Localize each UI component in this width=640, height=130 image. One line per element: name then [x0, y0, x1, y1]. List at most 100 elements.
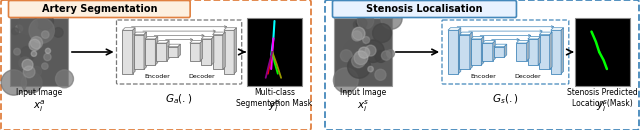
Polygon shape	[168, 44, 180, 47]
Circle shape	[30, 37, 43, 49]
Circle shape	[351, 54, 365, 68]
Bar	[528, 39, 538, 65]
Circle shape	[356, 18, 367, 29]
FancyBboxPatch shape	[8, 1, 190, 18]
Bar	[190, 43, 200, 61]
Circle shape	[352, 27, 365, 40]
Circle shape	[29, 39, 40, 51]
Polygon shape	[538, 36, 541, 65]
Circle shape	[333, 68, 358, 93]
Polygon shape	[460, 32, 472, 35]
FancyBboxPatch shape	[116, 20, 242, 84]
Polygon shape	[144, 32, 147, 69]
Bar	[483, 43, 493, 61]
Bar	[516, 43, 527, 61]
Text: Encoder: Encoder	[470, 74, 496, 79]
Polygon shape	[448, 28, 461, 30]
Text: $G_s(.)$: $G_s(.)$	[492, 92, 518, 106]
Polygon shape	[504, 44, 507, 57]
Bar	[494, 47, 504, 57]
Circle shape	[20, 46, 35, 61]
FancyBboxPatch shape	[1, 0, 311, 130]
Bar	[134, 35, 144, 69]
Polygon shape	[166, 41, 169, 61]
Polygon shape	[224, 28, 237, 30]
Circle shape	[372, 24, 392, 43]
FancyBboxPatch shape	[442, 20, 569, 84]
Polygon shape	[470, 32, 472, 69]
Circle shape	[35, 12, 53, 30]
Circle shape	[358, 47, 370, 58]
Circle shape	[353, 20, 362, 29]
Polygon shape	[156, 41, 169, 43]
Polygon shape	[234, 28, 237, 74]
Circle shape	[23, 66, 35, 78]
Circle shape	[1, 70, 26, 95]
Polygon shape	[223, 32, 225, 69]
Polygon shape	[528, 36, 541, 39]
Circle shape	[31, 51, 36, 56]
Polygon shape	[471, 36, 484, 39]
FancyBboxPatch shape	[333, 1, 516, 18]
Circle shape	[13, 48, 20, 55]
Polygon shape	[540, 32, 552, 35]
Polygon shape	[493, 41, 495, 61]
Text: $x_i^s$: $x_i^s$	[356, 99, 369, 114]
Bar	[201, 39, 211, 65]
Circle shape	[56, 70, 74, 88]
Bar	[448, 30, 458, 74]
Circle shape	[353, 27, 369, 44]
Polygon shape	[481, 36, 484, 65]
Text: $G_a(.)$: $G_a(.)$	[166, 92, 193, 106]
Circle shape	[340, 50, 352, 62]
Circle shape	[354, 51, 368, 65]
Bar	[10, 18, 68, 86]
Circle shape	[363, 37, 370, 43]
Polygon shape	[516, 41, 529, 43]
Bar	[551, 30, 561, 74]
Bar	[334, 18, 392, 86]
Polygon shape	[201, 36, 214, 39]
Circle shape	[44, 53, 51, 61]
Circle shape	[344, 39, 368, 64]
Text: Input Image: Input Image	[16, 88, 62, 97]
Text: Stenosis Predicted
Location (Mask): Stenosis Predicted Location (Mask)	[567, 88, 638, 108]
Bar	[212, 35, 223, 69]
Circle shape	[368, 66, 373, 72]
Circle shape	[42, 31, 49, 38]
Circle shape	[15, 25, 22, 32]
Circle shape	[54, 28, 63, 37]
Bar	[168, 47, 178, 57]
Bar	[122, 30, 132, 74]
Polygon shape	[145, 36, 158, 39]
Circle shape	[12, 28, 19, 35]
Circle shape	[21, 72, 42, 93]
Text: Stenosis Localisation: Stenosis Localisation	[366, 4, 483, 14]
Polygon shape	[483, 41, 495, 43]
Bar	[575, 18, 630, 86]
Text: $y_i^s$: $y_i^s$	[596, 99, 609, 114]
Polygon shape	[132, 28, 135, 74]
Polygon shape	[211, 36, 214, 65]
Circle shape	[31, 66, 42, 76]
Bar	[471, 39, 481, 65]
Circle shape	[29, 18, 54, 43]
Circle shape	[40, 22, 51, 33]
Polygon shape	[561, 28, 564, 74]
Circle shape	[22, 59, 33, 70]
Polygon shape	[527, 41, 529, 61]
Circle shape	[352, 31, 362, 41]
Polygon shape	[156, 36, 158, 65]
Circle shape	[365, 45, 376, 56]
Polygon shape	[190, 41, 203, 43]
Polygon shape	[200, 41, 203, 61]
Bar	[540, 35, 550, 69]
Text: Decoder: Decoder	[188, 74, 214, 79]
Circle shape	[387, 50, 394, 58]
Text: Encoder: Encoder	[144, 74, 170, 79]
Circle shape	[375, 50, 387, 62]
Polygon shape	[551, 28, 564, 30]
Bar	[460, 35, 470, 69]
Circle shape	[18, 15, 38, 34]
Text: Input Image: Input Image	[340, 88, 386, 97]
